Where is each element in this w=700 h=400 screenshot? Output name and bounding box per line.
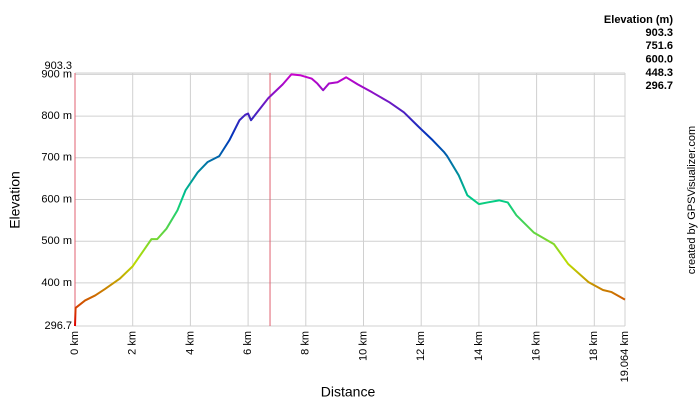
y-tick-label: 800 m [41,110,72,122]
x-tick-label: 0 km [69,331,81,355]
legend-label: 751.6 [645,40,673,52]
x-tick-label: 14 km [473,331,485,361]
y-axis-title: Elevation [7,171,23,229]
y-tick-label: 296.7 [44,320,72,332]
y-tick-label: 400 m [41,277,72,289]
credit: created by GPSVisualizer.com [686,126,698,274]
x-tick-label: 18 km [588,331,600,361]
legend-title: Elevation (m) [604,14,673,26]
x-tick-label: 2 km [127,331,139,355]
x-tick-label: 19.064 km [619,331,631,382]
x-tick-label: 8 km [300,331,312,355]
y-tick-label: 700 m [41,152,72,164]
y-tick-label: 600 m [41,193,72,205]
x-tick-label: 12 km [415,331,427,361]
y-tick-label: 903.3 [44,60,72,72]
y-tick-label: 500 m [41,235,72,247]
elevation-line [74,73,626,327]
x-tick-label: 6 km [242,331,254,355]
y-tick-label: 900 m [41,68,72,80]
legend-label: 903.3 [645,27,673,39]
x-axis-title: Distance [321,384,376,400]
legend-label: 448.3 [645,67,673,79]
legend-label: 296.7 [645,80,673,92]
legend-label: 600.0 [645,54,673,66]
x-tick-label: 10 km [357,331,369,361]
x-tick-label: 4 km [184,331,196,355]
x-tick-label: 16 km [531,331,543,361]
